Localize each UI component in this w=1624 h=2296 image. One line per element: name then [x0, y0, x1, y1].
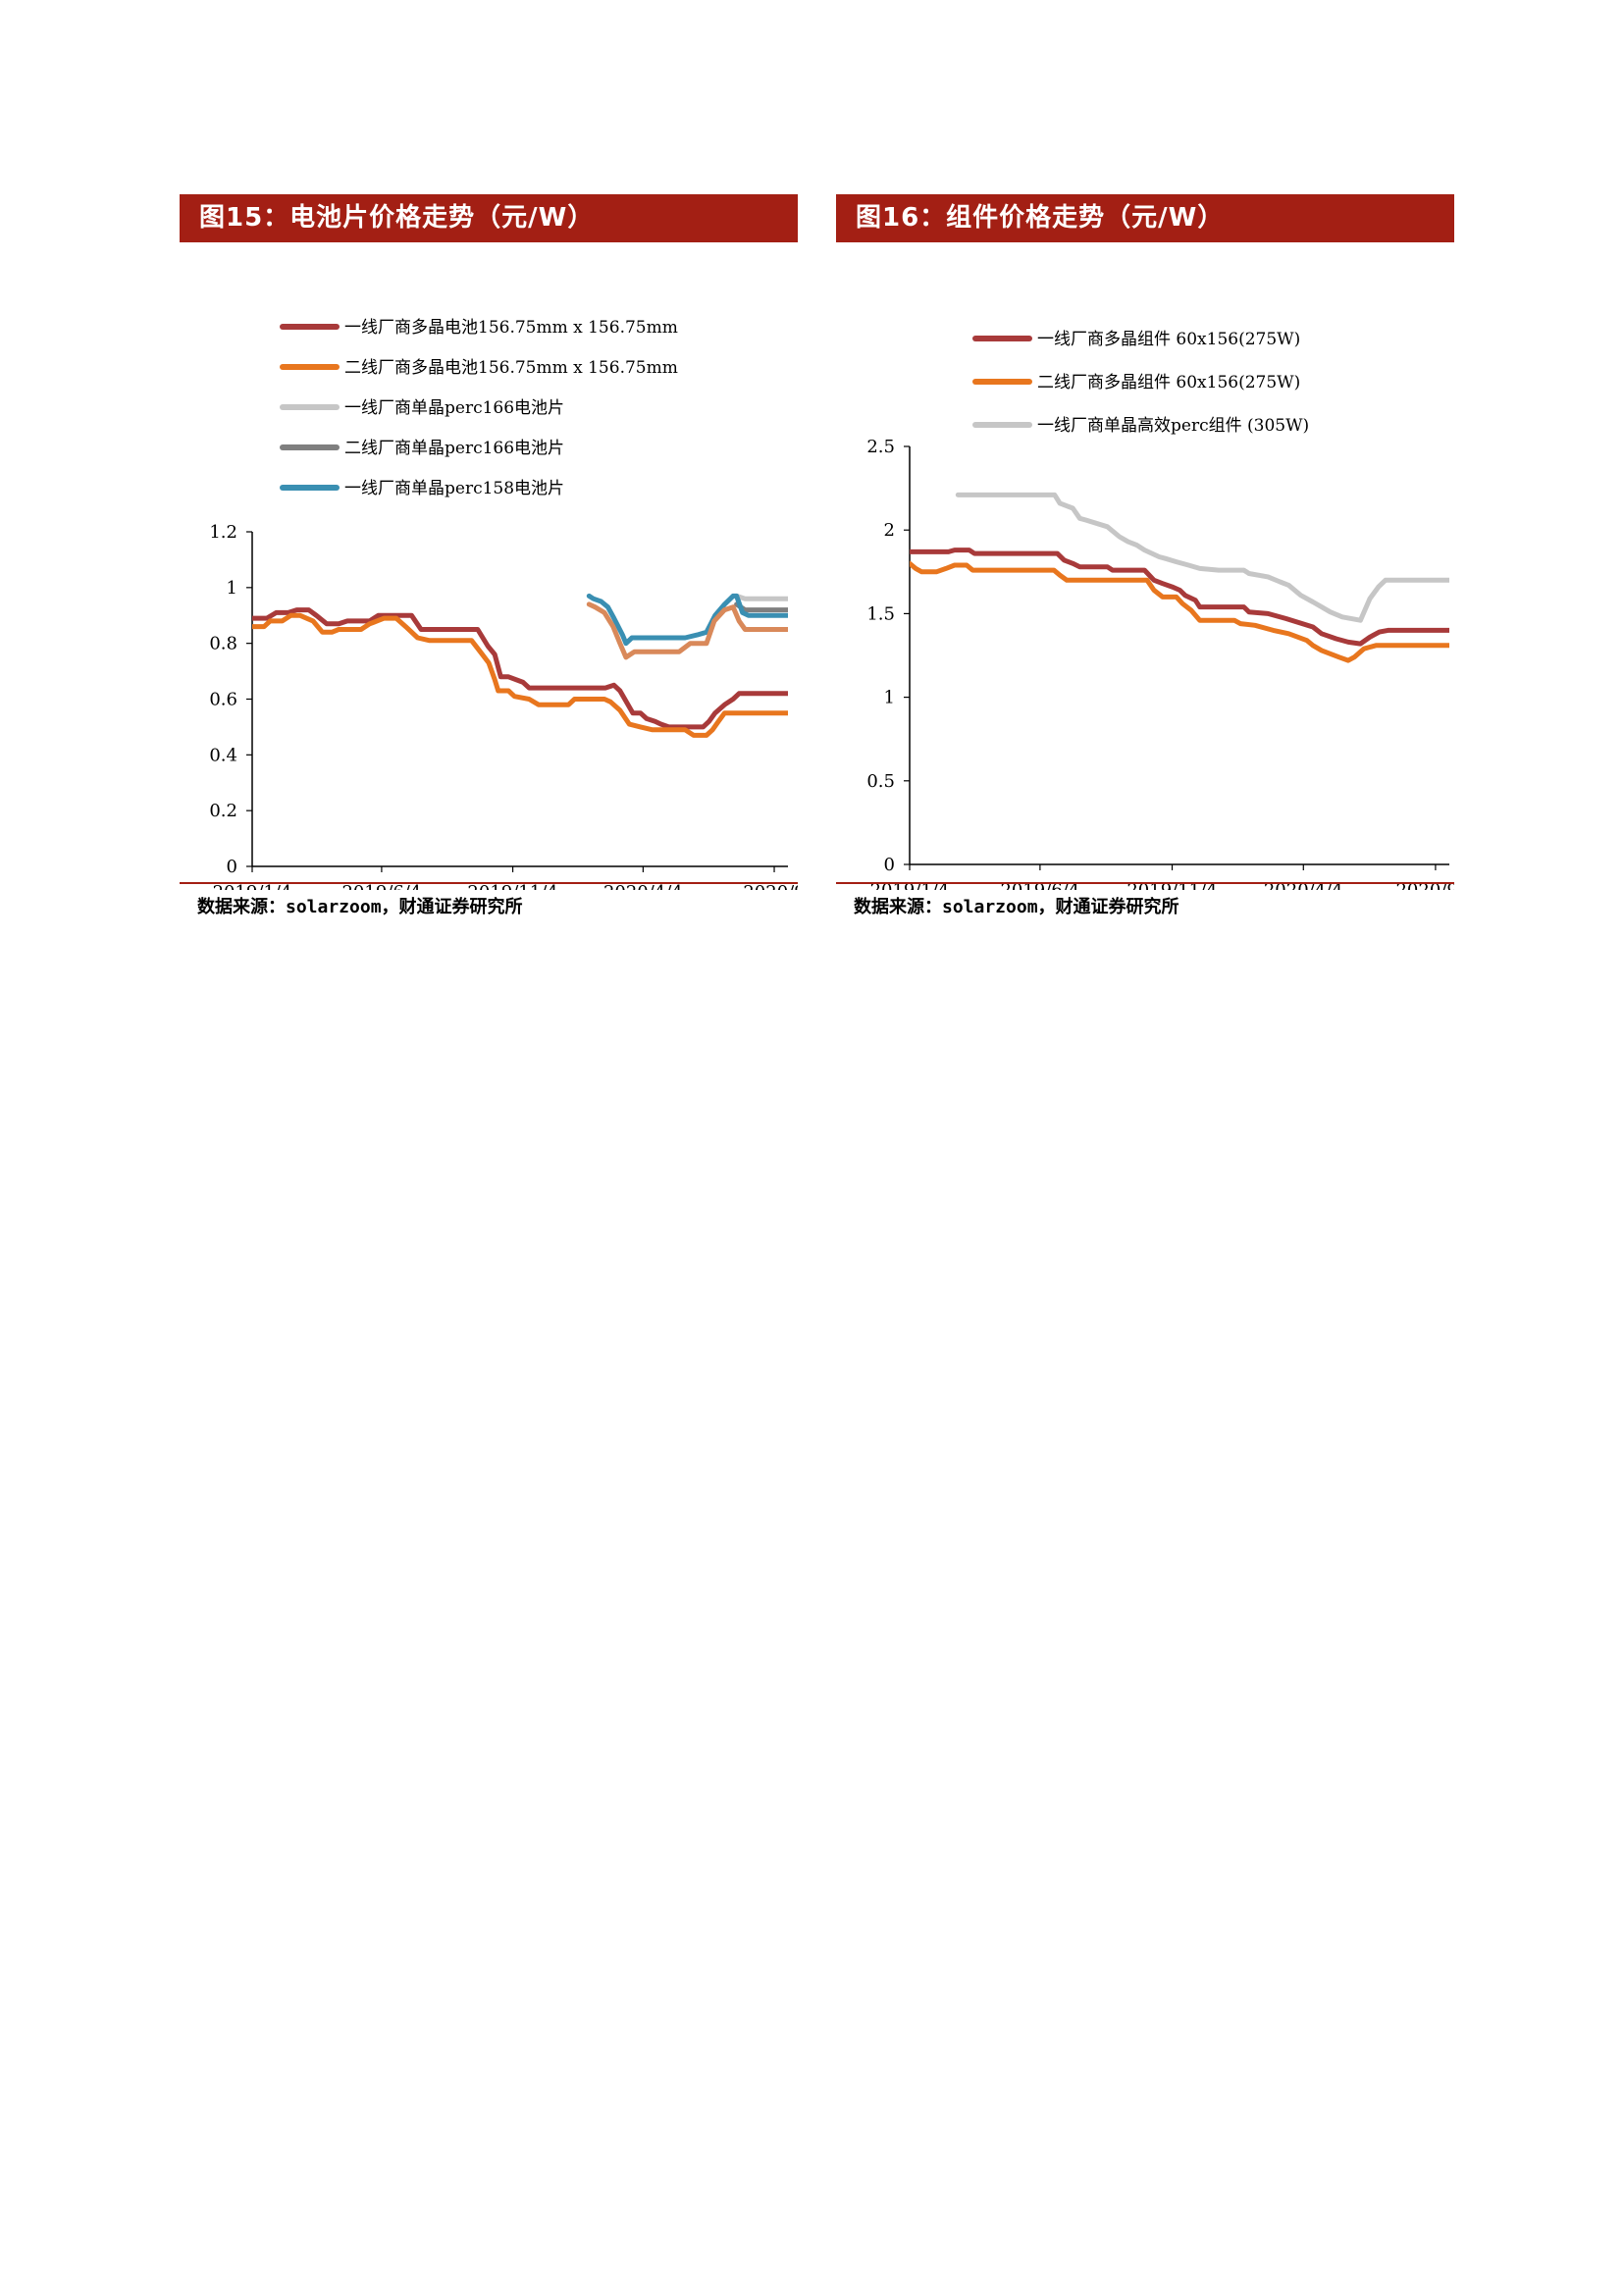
y-tick-label: 1: [227, 578, 237, 599]
x-tick-label: 2019/6/4: [1000, 880, 1079, 890]
series-line-1: [910, 560, 1449, 663]
series-line-4: [586, 593, 788, 647]
legend-label: 一线厂商单晶高效perc组件 (305W): [1037, 416, 1309, 436]
series-line-2: [955, 492, 1449, 623]
series-line-2: [734, 593, 788, 601]
legend-label: 二线厂商多晶组件 60x156(275W): [1037, 373, 1300, 392]
legend-label: 一线厂商多晶组件 60x156(275W): [1037, 330, 1300, 349]
figure-title: 图15：电池片价格走势（元/W）: [180, 194, 798, 242]
x-tick-label: 2019/11/4: [467, 882, 557, 890]
legend-label: 二线厂商多晶电池156.75mm x 156.75mm: [344, 358, 678, 378]
module-price-chart: 0 0.5 1 1.5 2 2.5 2019/1/4 2019/6/4 2019/11/4 202…: [866, 330, 1454, 890]
y-tick-label: 0: [884, 855, 895, 875]
y-tick-label: 1: [884, 688, 895, 708]
y-tick-label: 0.4: [209, 745, 237, 765]
x-tick-label: 2019/1/4: [870, 880, 950, 890]
series-line-3: [734, 601, 788, 613]
x-tick-label: 2019/6/4: [341, 882, 421, 890]
x-tick-label: 2020/4/4: [1264, 880, 1343, 890]
legend-label: 一线厂商单晶perc166电池片: [344, 398, 564, 418]
data-source-note: 数据来源：solarzoom，财通证券研究所: [854, 897, 1179, 917]
cell-price-chart: 0 0.2 0.4 0.6 0.8 1 1.2 2019/1/4 2019/6/4 2019/11…: [209, 318, 798, 890]
y-tick-label: 1.5: [866, 603, 895, 624]
series-line-0: [910, 548, 1449, 647]
y-tick-label: 0.6: [209, 690, 237, 710]
source-divider: [836, 882, 1454, 884]
data-source-note: 数据来源：solarzoom，财通证券研究所: [197, 897, 523, 917]
x-tick-label: 2019/11/4: [1126, 880, 1217, 890]
figure-title: 图16：组件价格走势（元/W）: [836, 194, 1454, 242]
x-tick-label: 2020/9: [743, 882, 798, 890]
y-tick-label: 2: [884, 520, 895, 541]
series-line-1: [252, 612, 788, 738]
source-divider: [180, 882, 798, 884]
y-tick-label: 0.5: [866, 771, 895, 792]
series-line-0: [252, 607, 788, 730]
y-tick-label: 1.2: [209, 522, 237, 543]
x-tick-label: 2020/9/4: [1395, 880, 1454, 890]
legend-label: 一线厂商多晶电池156.75mm x 156.75mm: [344, 318, 678, 338]
figure-cell-prices: 图15：电池片价格走势（元/W） 0 0.2 0.4 0.6 0.8 1 1.2 2019/1…: [180, 194, 798, 917]
y-tick-label: 0: [227, 857, 237, 877]
series-line-5: [586, 601, 788, 660]
y-tick-label: 0.8: [209, 634, 237, 654]
y-tick-label: 0.2: [209, 801, 237, 821]
x-tick-label: 2019/1/4: [213, 882, 292, 890]
x-tick-label: 2020/4/4: [603, 882, 683, 890]
legend-label: 二线厂商单晶perc166电池片: [344, 439, 564, 458]
y-tick-label: 2.5: [866, 437, 895, 457]
figure-module-prices: 图16：组件价格走势（元/W） 0 0.5 1 1.5 2 2.5 2019/1/4 2019…: [836, 194, 1454, 917]
legend-label: 一线厂商单晶perc158电池片: [344, 479, 564, 498]
